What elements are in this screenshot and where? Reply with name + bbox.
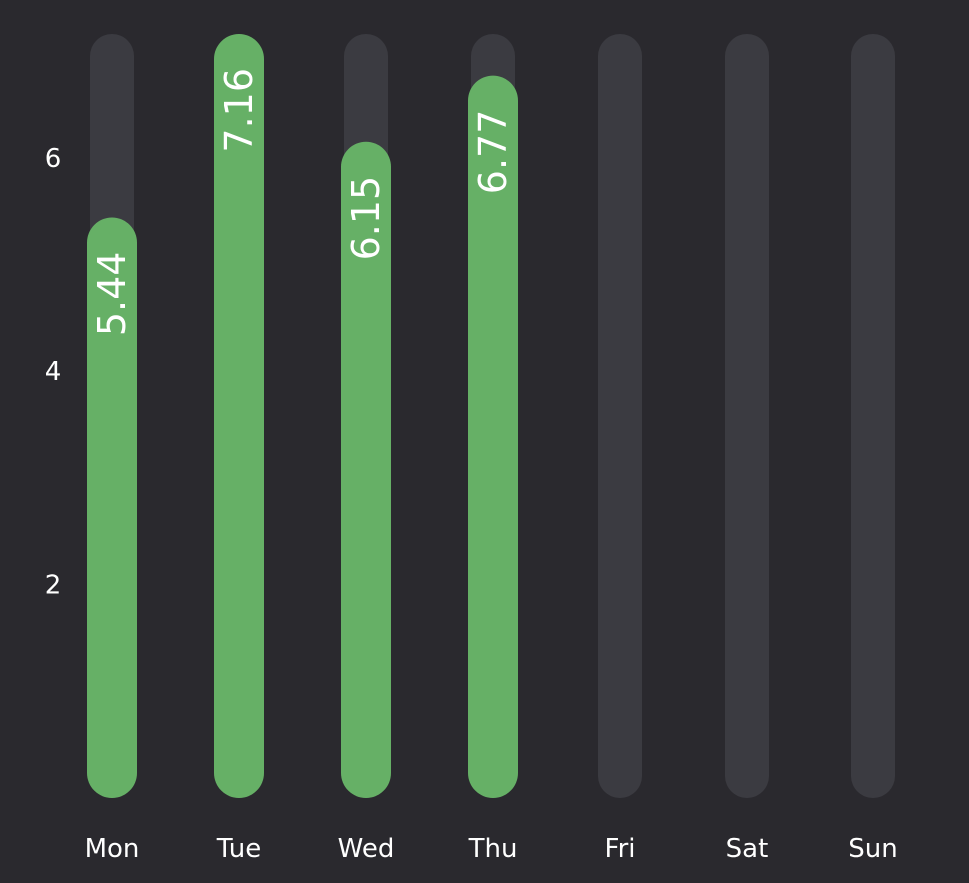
bar-mon <box>87 217 137 798</box>
x-tick-label-sun: Sun <box>848 834 897 864</box>
value-label-tue: 7.16 <box>217 68 261 153</box>
y-axis: 2 4 6 <box>45 144 62 601</box>
y-tick-label: 4 <box>45 357 62 387</box>
y-tick-label: 6 <box>45 144 62 174</box>
x-tick-label-thu: Thu <box>468 834 518 864</box>
value-label-wed: 6.15 <box>344 176 388 261</box>
x-tick-label-mon: Mon <box>85 834 140 864</box>
x-axis: Mon Tue Wed Thu Fri Sat Sun <box>85 834 898 864</box>
x-tick-label-tue: Tue <box>216 834 261 864</box>
bar-thu <box>467 75 518 799</box>
x-tick-label-fri: Fri <box>605 834 636 864</box>
x-tick-label-wed: Wed <box>338 834 395 864</box>
value-labels: 5.44 7.16 6.15 6.77 <box>90 68 515 336</box>
bars <box>87 34 518 799</box>
bar-track-fri <box>598 34 642 798</box>
bar-track-sun <box>851 34 895 798</box>
value-label-thu: 6.77 <box>471 110 515 195</box>
bar-tue <box>214 34 264 798</box>
bar-track-sat <box>725 34 769 798</box>
value-label-mon: 5.44 <box>90 252 134 337</box>
y-tick-label: 2 <box>45 571 62 601</box>
bar-wed <box>341 141 391 799</box>
x-tick-label-sat: Sat <box>726 834 769 864</box>
